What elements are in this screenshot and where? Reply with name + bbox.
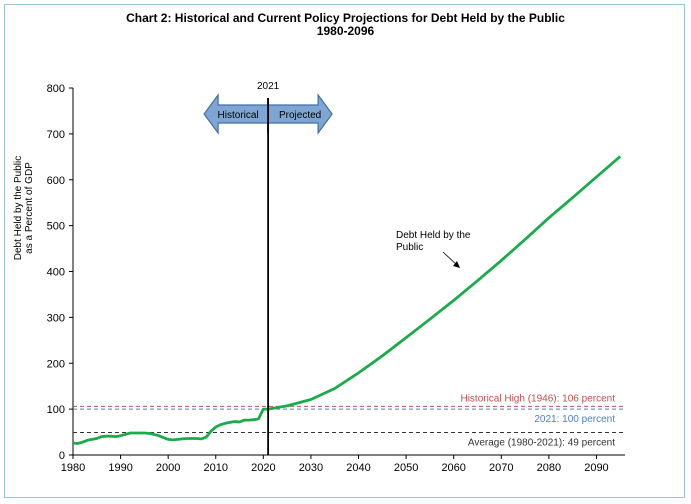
annotation-line2: Public	[396, 242, 423, 253]
x-tick-label: 2070	[489, 462, 513, 474]
annotation-pointer-head	[453, 261, 460, 268]
y-tick-label: 0	[59, 450, 65, 462]
y-axis-title-line2: as a Percent of GDP	[24, 162, 35, 254]
y-tick-label: 400	[47, 267, 65, 279]
series-annotation: Debt Held by the Public	[396, 230, 471, 268]
vertical-marker-label: 2021	[257, 81, 280, 92]
y-tick-label: 600	[47, 175, 65, 187]
x-tick-label: 2040	[346, 462, 370, 474]
y-tick-label: 500	[47, 221, 65, 233]
y-tick-label: 100	[47, 404, 65, 416]
series-group	[72, 155, 622, 445]
annotation-line1: Debt Held by the	[396, 230, 471, 241]
x-tick-label: 2000	[156, 462, 180, 474]
y-axis-title-line1: Debt Held by the Public	[13, 156, 24, 261]
chart-title-line1: Chart 2: Historical and Current Policy P…	[126, 11, 565, 25]
x-tick-label: 1980	[61, 462, 85, 474]
chart-title-line2: 1980-2096	[316, 24, 375, 38]
y-tick-label: 300	[47, 312, 65, 324]
axes: 0 100 200 300 400 500 600 700 800 1980 1990 2000 201…	[47, 83, 625, 474]
x-tick-label: 1990	[108, 462, 132, 474]
y-tick-label: 700	[47, 129, 65, 141]
reference-line-label: Average (1980-2021): 49 percent	[468, 438, 615, 449]
x-tick-label: 2050	[394, 462, 418, 474]
x-tick-label: 2030	[299, 462, 323, 474]
arrow-label-historical: Historical	[218, 110, 259, 121]
chart-title: Chart 2: Historical and Current Policy P…	[0, 12, 691, 38]
y-axis-title: Debt Held by the Public as a Percent of …	[13, 156, 35, 261]
historical-projected-arrow: Historical Projected	[203, 93, 333, 135]
x-tick-label: 2080	[537, 462, 561, 474]
arrow-label-projected: Projected	[279, 110, 321, 121]
reference-line-label: Historical High (1946): 106 percent	[460, 393, 615, 404]
chart-frame	[4, 4, 685, 498]
series-line-debt	[72, 155, 622, 445]
reference-lines: Historical High (1946): 106 percent 2021:…	[73, 393, 625, 449]
reference-line-label: 2021: 100 percent	[534, 414, 615, 425]
vertical-marker-group: 2021	[257, 81, 280, 455]
y-tick-label: 200	[47, 358, 65, 370]
x-tick-label: 2060	[441, 462, 465, 474]
x-tick-label: 2010	[204, 462, 228, 474]
x-tick-label: 2090	[584, 462, 608, 474]
x-tick-label: 2020	[251, 462, 275, 474]
y-tick-label: 800	[47, 83, 65, 95]
